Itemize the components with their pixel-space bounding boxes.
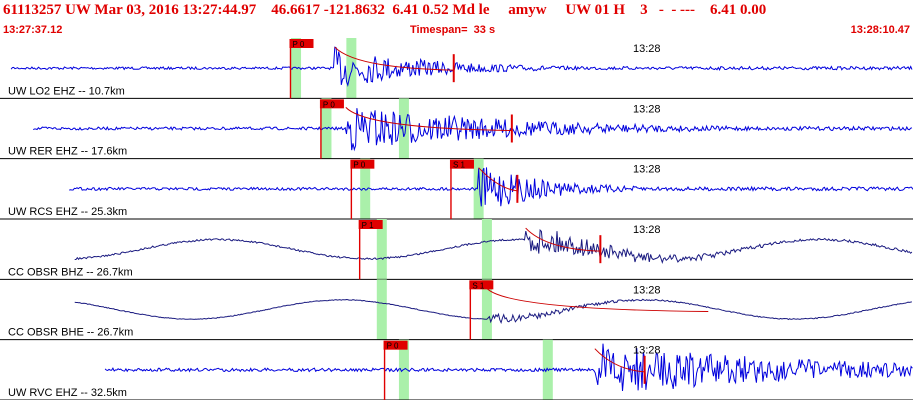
time-tick-label: 13:28 [633,224,661,236]
coda-curve [478,167,518,192]
station-label: UW RCS EHZ -- 25.3km [8,206,127,218]
p-pick-flag [350,159,375,169]
station-label: CC OBSR BHE -- 26.7km [8,327,133,339]
s-pick-label: S 1 [472,281,485,290]
event-header: 61113257 UW Mar 03, 2016 13:27:44.97 46.… [0,0,913,38]
s-pick-label: S 1 [453,161,466,170]
coda-curve [525,227,601,252]
timespan-label: Timespan= 33 s [410,24,496,36]
trace-row-2: P 0 13:28 UW RER EHZ -- 17.6km [0,98,913,160]
waveform-trace [32,108,913,152]
waveform-trace [74,228,913,264]
s-pick-flag [449,159,474,169]
s-pick-flag [469,280,494,290]
pick-window [376,279,387,340]
station-label: UW LO2 EHZ -- 10.7km [8,85,125,97]
pick-window [481,279,492,340]
station-label: UW RVC EHZ -- 32.5km [8,387,127,399]
pick-window [346,38,357,99]
station-label: CC OBSR BHZ -- 26.7km [8,266,133,278]
start-time-label: 13:27:37.12 [3,24,63,36]
time-tick-label: 13:28 [633,284,661,296]
p-pick-label: P 0 [387,342,399,351]
pick-window [473,158,484,219]
p-pick-flag [358,220,383,229]
waveform-trace [69,167,913,207]
p-pick-flag [289,39,314,48]
end-time-label: 13:28:10.47 [850,24,910,36]
coda-curve [594,348,645,373]
event-summary-line: 61113257 UW Mar 03, 2016 13:27:44.97 46.… [3,2,767,18]
seismogram-panel: P 0 13:28 UW LO2 EHZ -- 10.7km P 0 13:28 UW R… [0,38,913,400]
pick-window [481,219,492,280]
pick-window [376,219,387,280]
waveform-trace [10,46,913,88]
time-tick-label: 13:28 [633,103,661,115]
p-pick-flag [319,99,344,109]
time-tick-label: 13:28 [633,43,661,55]
coda-curve [486,288,709,312]
trace-row-6: P 0 13:28 UW RVC EHZ -- 32.5km [0,339,913,400]
p-pick-label: P 1 [362,221,374,230]
p-pick-label: P 0 [323,100,335,109]
trace-row-1: P 0 13:28 UW LO2 EHZ -- 10.7km [0,38,913,99]
trace-row-5: S 1 13:28 CC OBSR BHE -- 26.7km [0,279,913,341]
time-tick-label: 13:28 [633,345,661,357]
waveform-trace [104,343,913,392]
p-pick-label: P 0 [353,161,365,170]
p-pick-flag [383,340,408,350]
trace-row-3: P 0 S 1 13:28 UW RCS EHZ -- 25.3km [0,158,913,220]
p-pick-label: P 0 [293,40,305,49]
coda-curve [345,107,512,131]
station-label: UW RER EHZ -- 17.6km [8,146,127,158]
waveform-trace [74,298,913,325]
trace-row-4: P 1 13:28 CC OBSR BHZ -- 26.7km [0,219,913,280]
pick-window [398,98,409,159]
coda-curve [334,46,454,71]
time-tick-label: 13:28 [633,164,661,176]
